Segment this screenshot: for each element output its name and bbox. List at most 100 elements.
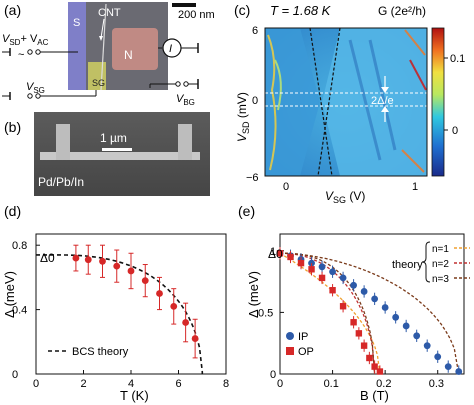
map-ytick-0: 0 bbox=[252, 95, 258, 107]
cnt-arrowhead bbox=[99, 36, 103, 41]
colorbar bbox=[431, 27, 445, 177]
data-point-ip bbox=[455, 368, 463, 375]
data-point bbox=[113, 262, 121, 270]
legend-op-label: OP bbox=[298, 346, 314, 358]
normal-electrode bbox=[112, 28, 158, 70]
data-point-ip bbox=[360, 288, 368, 295]
theory-legend-label: n=1 bbox=[432, 244, 449, 255]
data-point bbox=[141, 277, 149, 285]
panel-d: (d) 0 2 4 6 8 0 0.4 0.8 Δ0 BCS theory Δ (meV) T… bbox=[2, 203, 229, 403]
plot-e-xlabel: B (T) bbox=[360, 388, 389, 403]
data-point bbox=[72, 254, 80, 262]
data-point-ip bbox=[434, 353, 442, 361]
data-point-op bbox=[318, 274, 326, 282]
plot-d-ytick-label: 0.8 bbox=[12, 240, 27, 252]
cnt-arrow bbox=[100, 18, 105, 39]
colorbar-title: G (2e²/h) bbox=[378, 4, 426, 18]
map-xtick-1: 1 bbox=[412, 181, 418, 193]
plot-d-xtick-label: 4 bbox=[128, 378, 134, 390]
data-point-ip bbox=[339, 274, 347, 282]
plot-d-ylabel: Δ (meV) bbox=[2, 271, 17, 318]
scale-bar-b bbox=[102, 148, 132, 151]
nanotube bbox=[100, 3, 107, 91]
data-point bbox=[127, 267, 135, 275]
sg-label: SG bbox=[92, 78, 105, 88]
plot-d-xtick-label: 2 bbox=[81, 378, 87, 390]
legend-op-marker bbox=[286, 347, 294, 355]
data-point-op bbox=[371, 363, 378, 370]
source-electrode bbox=[68, 2, 86, 90]
data-point-op bbox=[350, 319, 357, 326]
vsg-label: VSG bbox=[26, 81, 45, 95]
plot-e-points bbox=[276, 247, 463, 375]
data-point-ip bbox=[413, 332, 421, 340]
data-point-ip bbox=[350, 281, 357, 289]
plot-e-xtick-label: 0 bbox=[277, 378, 283, 390]
panel-e-label: (e) bbox=[238, 203, 255, 219]
source-label: S bbox=[73, 17, 80, 29]
data-point-ip bbox=[423, 342, 431, 350]
contact-left bbox=[56, 124, 70, 160]
map-ylabel: VSD (mV) bbox=[235, 92, 251, 142]
plot-d-ticks: 0 2 4 6 8 0 0.4 0.8 bbox=[12, 240, 229, 390]
data-point bbox=[170, 302, 178, 310]
plot-d-ytick-label: 0 bbox=[12, 369, 18, 381]
panel-c: (c) T = 1.68 K G (2e²/h) 2Δ/e 0.1 0 6 bbox=[234, 2, 465, 205]
data-point bbox=[156, 290, 163, 297]
theory-legend-label: n=3 bbox=[432, 274, 449, 285]
theory-curve bbox=[280, 252, 460, 375]
vbg-label: VBG bbox=[176, 93, 195, 107]
legend-ip-marker bbox=[286, 332, 294, 340]
scale-label-a: 200 nm bbox=[178, 9, 215, 21]
theory-legend-label: n=2 bbox=[432, 259, 449, 270]
data-point-op bbox=[355, 330, 363, 337]
data-point-ip bbox=[329, 268, 336, 276]
data-point-ip bbox=[318, 263, 326, 271]
panel-e: (e) 0 0.1 0.2 0.300.51 Δ0 theory n=1n=2n=3 … bbox=[238, 203, 470, 403]
plot-e-xtick-label: 0.1 bbox=[324, 378, 339, 390]
legend-bcs-label: BCS theory bbox=[72, 346, 129, 358]
theory-brace bbox=[421, 241, 431, 283]
colorbar-tick-zero: 0 bbox=[452, 125, 458, 137]
theory-curve bbox=[280, 252, 376, 375]
normal-label: N bbox=[124, 48, 133, 62]
plot-d-xtick-label: 0 bbox=[33, 378, 39, 390]
data-point-op bbox=[287, 253, 294, 261]
data-point-op bbox=[360, 342, 368, 349]
scale-label-b: 1 µm bbox=[100, 131, 127, 145]
data-point-op bbox=[329, 287, 336, 294]
data-point-op bbox=[276, 250, 284, 257]
plot-d-delta0: Δ0 bbox=[40, 251, 55, 265]
plot-d-xtick-label: 6 bbox=[176, 378, 182, 390]
data-point-op bbox=[339, 303, 347, 310]
data-point bbox=[99, 257, 106, 265]
data-point-op bbox=[297, 259, 305, 267]
nanowire-strip bbox=[40, 152, 200, 160]
plot-d-points bbox=[72, 244, 199, 359]
panel-a: (a) S N CNT SG 200 nm VSD+ VAC ~ VSG bbox=[2, 2, 215, 107]
temperature-label: T = 1.68 K bbox=[270, 3, 332, 18]
plot-e-ticks: 0 0.1 0.2 0.3 0 0.5 1 bbox=[258, 246, 444, 390]
panel-b-label: (b) bbox=[4, 119, 21, 135]
map-xlabel: VSG (V) bbox=[325, 189, 365, 205]
data-point-ip bbox=[381, 304, 389, 311]
data-point-ip bbox=[402, 322, 410, 330]
data-point-ip bbox=[392, 313, 400, 321]
panel-c-label: (c) bbox=[234, 2, 250, 18]
panel-b: (b) 1 µm Pd/Pb/In bbox=[4, 112, 210, 196]
data-point-op bbox=[366, 354, 373, 362]
legend-ip-label: IP bbox=[298, 331, 308, 343]
data-point-op bbox=[308, 266, 315, 273]
plot-e-ytick-label: 1 bbox=[270, 246, 276, 258]
vsd-label: VSD+ VAC bbox=[2, 33, 49, 47]
plot-d-ytick-label: 0.4 bbox=[12, 305, 27, 317]
data-point bbox=[191, 335, 199, 342]
map-features bbox=[265, 28, 427, 176]
ac-source-symbol: ~ bbox=[18, 49, 24, 61]
map-ytick-6: 6 bbox=[252, 25, 258, 37]
plot-e-xtick-label: 0.3 bbox=[429, 378, 444, 390]
plot-e-ytick-label: 0.5 bbox=[258, 307, 273, 319]
contact-right bbox=[178, 124, 192, 160]
material-label: Pd/Pb/In bbox=[38, 175, 84, 189]
data-point-op bbox=[376, 368, 384, 375]
